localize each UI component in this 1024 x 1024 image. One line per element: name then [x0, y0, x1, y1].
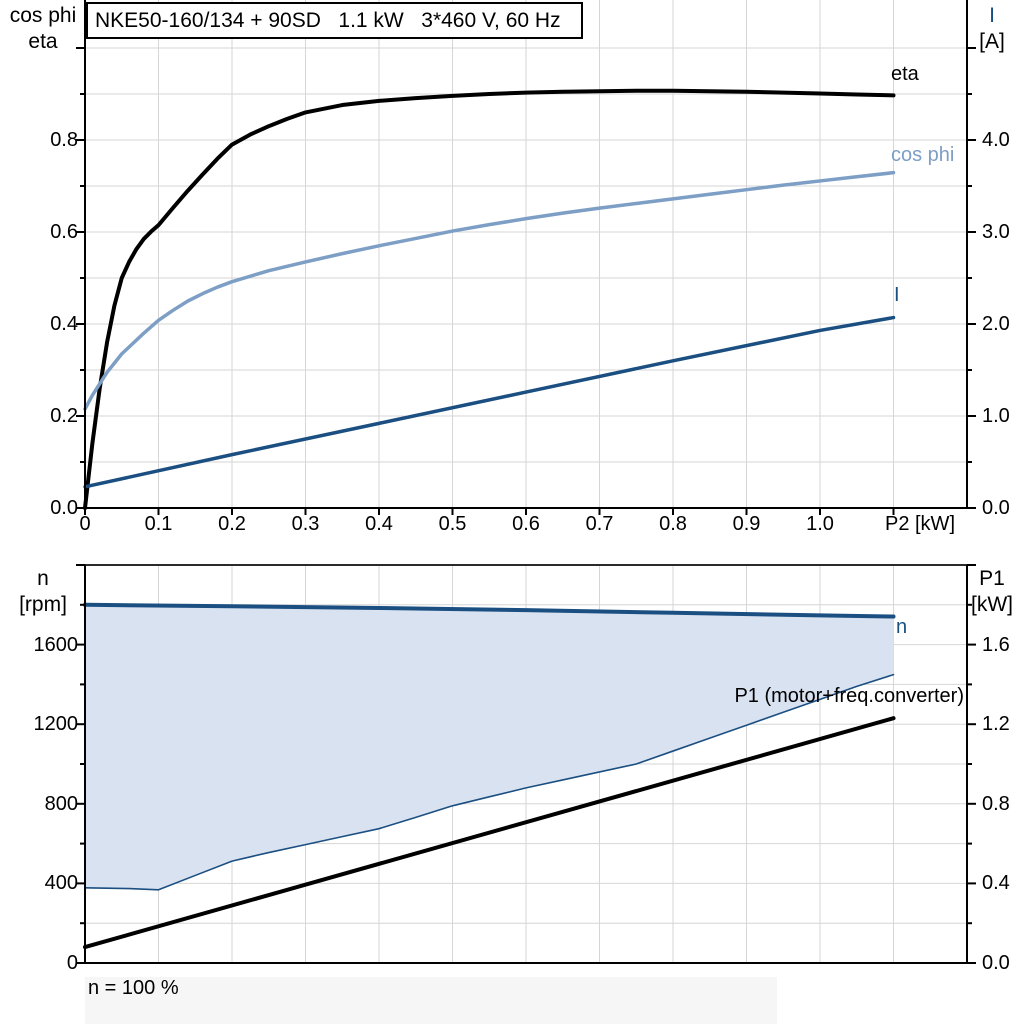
- tick-label: 0: [66, 952, 78, 974]
- tick-label: 0.4: [982, 872, 1010, 895]
- tick-label: 0.0: [982, 497, 1010, 519]
- tick-label: 0.0: [982, 952, 1010, 974]
- tick-label: 0: [79, 513, 91, 535]
- tick-label: 0.5: [438, 513, 467, 535]
- tick-label: 0.7: [585, 513, 614, 535]
- tick-label: 1600: [33, 633, 79, 656]
- tick-label: 0.4: [365, 513, 393, 535]
- tick-label: 0.6: [50, 221, 78, 243]
- tick-label: 1.6: [982, 633, 1010, 656]
- right-axis-title-line2: [kW]: [971, 593, 1013, 616]
- x-axis-label: P2 [kW]: [884, 513, 955, 535]
- footer-band: [85, 977, 777, 1024]
- right-axis-title-line2: [A]: [979, 30, 1005, 53]
- left-axis-title-line2: eta: [28, 30, 58, 53]
- tick-label: 0.3: [291, 513, 320, 535]
- left-axis-title-line1: n: [37, 567, 49, 590]
- right-axis-title-line1: I: [989, 4, 995, 27]
- current-curve-label: I: [894, 284, 900, 306]
- tick-label: 0.8: [982, 792, 1010, 815]
- tick-label: 1.0: [982, 405, 1010, 427]
- p1-curve-label: P1 (motor+freq.converter): [734, 685, 964, 707]
- tick-label: 0.9: [732, 513, 761, 535]
- tick-label: 1200: [33, 713, 79, 736]
- tick-label: 0.4: [50, 313, 78, 335]
- tick-label: 0.1: [144, 513, 173, 535]
- tick-label: 0.2: [218, 513, 246, 535]
- tick-label: 1.2: [982, 713, 1010, 736]
- tick-label: 3.0: [982, 221, 1010, 243]
- left-axis-title-bottom-panel: n [rpm]: [6, 566, 80, 618]
- tick-label: 0.8: [659, 513, 687, 535]
- right-axis-title-top-panel: I [A]: [962, 3, 1022, 55]
- cos-phi-curve-label: cos phi: [891, 144, 955, 166]
- speed-footnote: n = 100 %: [88, 977, 179, 999]
- tick-label: 1.0: [806, 513, 834, 535]
- left-axis-title-line1: cos phi: [9, 4, 77, 27]
- left-axis-title-line2: [rpm]: [19, 593, 67, 616]
- right-axis-title-bottom-panel: P1 [kW]: [962, 566, 1022, 618]
- eta-curve-label: eta: [891, 63, 919, 85]
- tick-label: 2.0: [982, 313, 1010, 335]
- right-axis-title-line1: P1: [979, 567, 1005, 590]
- speed-curve-label: n: [896, 616, 908, 638]
- chart-title-box: NKE50-160/134 + 90SD 1.1 kW 3*460 V, 60 …: [86, 2, 583, 39]
- tick-label: 0.8: [50, 129, 78, 151]
- tick-label: 0.6: [512, 513, 540, 535]
- tick-label: 0.2: [50, 405, 78, 427]
- tick-label: 4.0: [982, 129, 1010, 151]
- left-axis-title-top-panel: cos phi eta: [6, 3, 80, 55]
- tick-label: 800: [44, 792, 78, 815]
- tick-label: 0.0: [50, 497, 78, 519]
- tick-label: 400: [44, 872, 78, 895]
